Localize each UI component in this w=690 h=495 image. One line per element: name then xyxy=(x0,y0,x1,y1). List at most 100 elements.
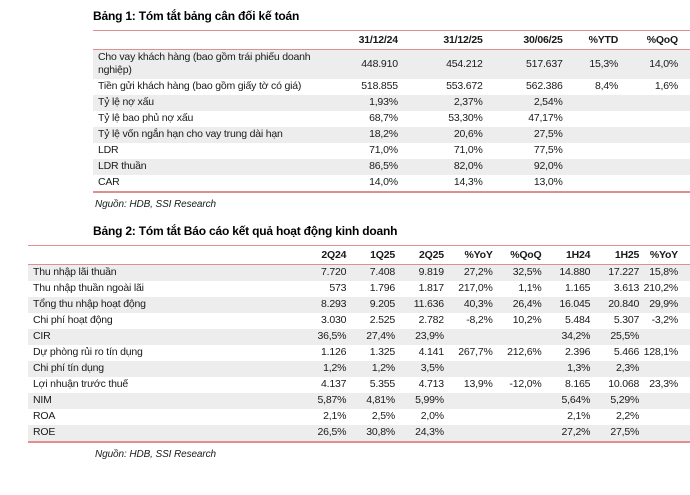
table-row: Tiền gửi khách hàng (bao gồm giấy tờ có … xyxy=(93,79,690,95)
row-label: Tiền gửi khách hàng (bao gồm giấy tờ có … xyxy=(98,80,302,92)
table-cell: 1.126 xyxy=(320,346,347,358)
table-cell xyxy=(495,361,544,377)
table-cell: 34,2% xyxy=(561,330,591,342)
table-cell: 15,8% xyxy=(649,266,678,278)
table-cell: 5.355 xyxy=(369,378,396,390)
table1-container: 31/12/24 31/12/25 30/06/25 %YTD %QoQ Cho vay… xyxy=(93,30,690,193)
table-cell: 29,9% xyxy=(649,298,678,310)
header-row: 31/12/24 31/12/25 30/06/25 %YTD %QoQ xyxy=(93,30,690,50)
table-cell: 517.637 xyxy=(526,57,563,70)
table-cell: 2,1% xyxy=(567,410,591,422)
table-row: LDR thuần 86,5% 82,0% 92,0% xyxy=(93,159,690,175)
table-cell xyxy=(495,409,544,425)
table-cell: 573 xyxy=(329,282,347,294)
table-cell: 36,5% xyxy=(317,330,347,342)
table-row: Chi phí tín dụng 1,2% 1,2% 3,5% 1,3% 2,3% xyxy=(28,361,690,377)
row-label: Tỷ lệ nợ xấu xyxy=(98,96,154,108)
table-cell: 9.205 xyxy=(369,298,396,310)
row-label: Dự phòng rủi ro tín dụng xyxy=(33,346,143,358)
table-cell: 8.165 xyxy=(565,378,591,390)
table-cell xyxy=(641,425,690,442)
table-cell: 4.137 xyxy=(320,378,347,390)
table1-body: Cho vay khách hàng (bao gồm trái phiếu d… xyxy=(93,49,690,193)
table-cell: 26,4% xyxy=(512,298,542,310)
row-label: CAR xyxy=(98,176,120,188)
table-cell: -12,0% xyxy=(509,378,542,390)
table-cell: 210,2% xyxy=(643,282,679,294)
row-label: Tỷ lệ bao phủ nợ xấu xyxy=(98,112,194,124)
row-label: Thu nhập thuần ngoài lãi xyxy=(33,282,144,294)
table-cell: 1.165 xyxy=(565,282,591,294)
table-cell: 1,2% xyxy=(371,362,396,374)
column-header: %YoY xyxy=(641,245,690,265)
table-cell: 14.880 xyxy=(559,266,591,278)
table-cell: 26,5% xyxy=(317,426,347,438)
column-header: 31/12/25 xyxy=(399,30,485,50)
table-cell: 2.782 xyxy=(418,314,444,326)
table-cell: 1.796 xyxy=(369,282,396,294)
table-cell xyxy=(620,111,690,127)
table-cell: 2,0% xyxy=(420,410,444,422)
row-label: Chi phí tín dụng xyxy=(33,362,104,374)
table-cell xyxy=(641,393,690,409)
table-cell: 1,6% xyxy=(654,80,678,92)
table-cell: 2,54% xyxy=(533,96,563,108)
table-cell: 4.713 xyxy=(418,378,444,390)
table-cell xyxy=(641,329,690,345)
balance-sheet-section: Bảng 1: Tóm tắt bảng cân đối kế toán 31/… xyxy=(0,9,690,210)
table-cell xyxy=(641,361,690,377)
table1-header: 31/12/24 31/12/25 30/06/25 %YTD %QoQ xyxy=(93,30,690,50)
table-cell: 1,3% xyxy=(567,362,591,374)
table2-source: Nguồn: HDB, SSI Research xyxy=(95,449,216,460)
table-row: Chi phí hoạt động 3.030 2.525 2.782 -8,2% 10,… xyxy=(28,313,690,329)
table-cell: 5,64% xyxy=(561,394,591,406)
table-cell: 53,30% xyxy=(448,112,483,124)
row-label: Lợi nhuận trước thuế xyxy=(33,378,129,390)
row-label: CIR xyxy=(33,330,51,342)
table-cell xyxy=(565,127,621,143)
table-cell: 8.293 xyxy=(320,298,347,310)
table-cell: 27,4% xyxy=(366,330,396,342)
table-cell: -3,2% xyxy=(651,314,679,326)
table-cell: 32,5% xyxy=(512,266,542,278)
column-header: 2Q24 xyxy=(299,245,349,265)
table-cell: 1.817 xyxy=(418,282,444,294)
table-cell xyxy=(565,159,621,175)
table-row: LDR 71,0% 71,0% 77,5% xyxy=(93,143,690,159)
table1-title: Bảng 1: Tóm tắt bảng cân đối kế toán xyxy=(93,9,300,23)
table-cell xyxy=(565,95,621,111)
table-cell: 10.068 xyxy=(608,378,640,390)
table-cell: 212,6% xyxy=(507,346,542,358)
table-cell: 1,1% xyxy=(518,282,542,294)
table-cell: 4.141 xyxy=(418,346,444,358)
table-cell: 2.525 xyxy=(369,314,396,326)
row-label-header xyxy=(93,30,333,50)
column-header: 2Q25 xyxy=(397,245,446,265)
table-cell: 14,3% xyxy=(453,176,483,188)
row-label: Tổng thu nhập hoạt động xyxy=(33,298,146,310)
table-cell: 562.386 xyxy=(526,80,563,92)
table-cell: 1,2% xyxy=(323,362,347,374)
table-cell: 71,0% xyxy=(453,144,483,156)
column-header: %YTD xyxy=(564,30,621,50)
table-cell: 86,5% xyxy=(369,160,398,172)
table-cell: 8,4% xyxy=(594,80,619,92)
table-cell: 14,0% xyxy=(369,176,398,188)
row-label: Cho vay khách hàng (bao gồm trái phiếu d… xyxy=(98,51,311,76)
column-header: 1H24 xyxy=(543,245,593,265)
table-cell: 7.720 xyxy=(320,266,347,278)
table-cell: 24,3% xyxy=(415,426,444,438)
header-row: 2Q24 1Q25 2Q25 %YoY %QoQ 1H24 1H25 %YoY xyxy=(28,245,690,265)
table-cell: 5.484 xyxy=(565,314,591,326)
column-header: %QoQ xyxy=(494,245,544,265)
table2-header: 2Q24 1Q25 2Q25 %YoY %QoQ 1H24 1H25 %YoY xyxy=(28,245,690,265)
table-cell: 10,2% xyxy=(512,314,542,326)
table-cell: 3,5% xyxy=(420,362,444,374)
table1-source: Nguồn: HDB, SSI Research xyxy=(95,199,216,210)
table-cell: 2,5% xyxy=(371,410,396,422)
table-cell xyxy=(620,175,690,192)
table-cell xyxy=(620,143,690,159)
income-statement-section: Bảng 2: Tóm tắt Báo cáo kết quả hoạt độn… xyxy=(0,224,690,460)
table-cell: 2,37% xyxy=(453,96,483,108)
table-cell: -8,2% xyxy=(466,314,493,326)
